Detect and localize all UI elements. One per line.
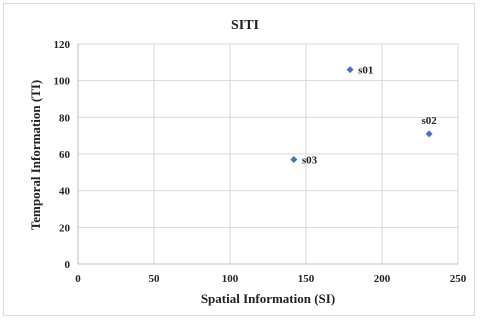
y-tick-label: 100 <box>54 76 71 88</box>
x-tick-labels: 0 50 100 150 200 250 <box>75 273 467 285</box>
y-tick-labels: 0 20 40 60 80 100 120 <box>54 39 71 271</box>
point-label-s02: s02 <box>421 115 437 127</box>
x-tick-label: 150 <box>298 273 315 285</box>
data-points: s01 s02 s03 <box>290 65 437 167</box>
x-tick-label: 200 <box>374 273 391 285</box>
x-tick-label: 50 <box>149 273 161 285</box>
data-point-s02 <box>425 130 433 138</box>
x-tick-label: 250 <box>450 273 467 285</box>
data-point-s03 <box>290 156 298 163</box>
axes <box>77 44 458 265</box>
x-tick-label: 0 <box>75 273 81 285</box>
y-tick-label: 80 <box>59 112 71 124</box>
data-point-s01 <box>346 66 354 74</box>
y-tick-label: 20 <box>59 222 71 234</box>
x-axis-label: Spatial Information (SI) <box>201 291 335 306</box>
point-label-s01: s01 <box>358 65 373 77</box>
chart-title: SITI <box>231 18 259 33</box>
x-tick-label: 100 <box>222 273 239 285</box>
y-tick-label: 0 <box>65 259 71 271</box>
y-tick-label: 120 <box>54 39 71 51</box>
y-tick-label: 40 <box>59 186 71 198</box>
point-label-s03: s03 <box>302 155 318 167</box>
y-tick-label: 60 <box>59 149 71 161</box>
grid-lines <box>78 43 459 264</box>
y-axis-label: Temporal Information (TI) <box>28 80 43 230</box>
